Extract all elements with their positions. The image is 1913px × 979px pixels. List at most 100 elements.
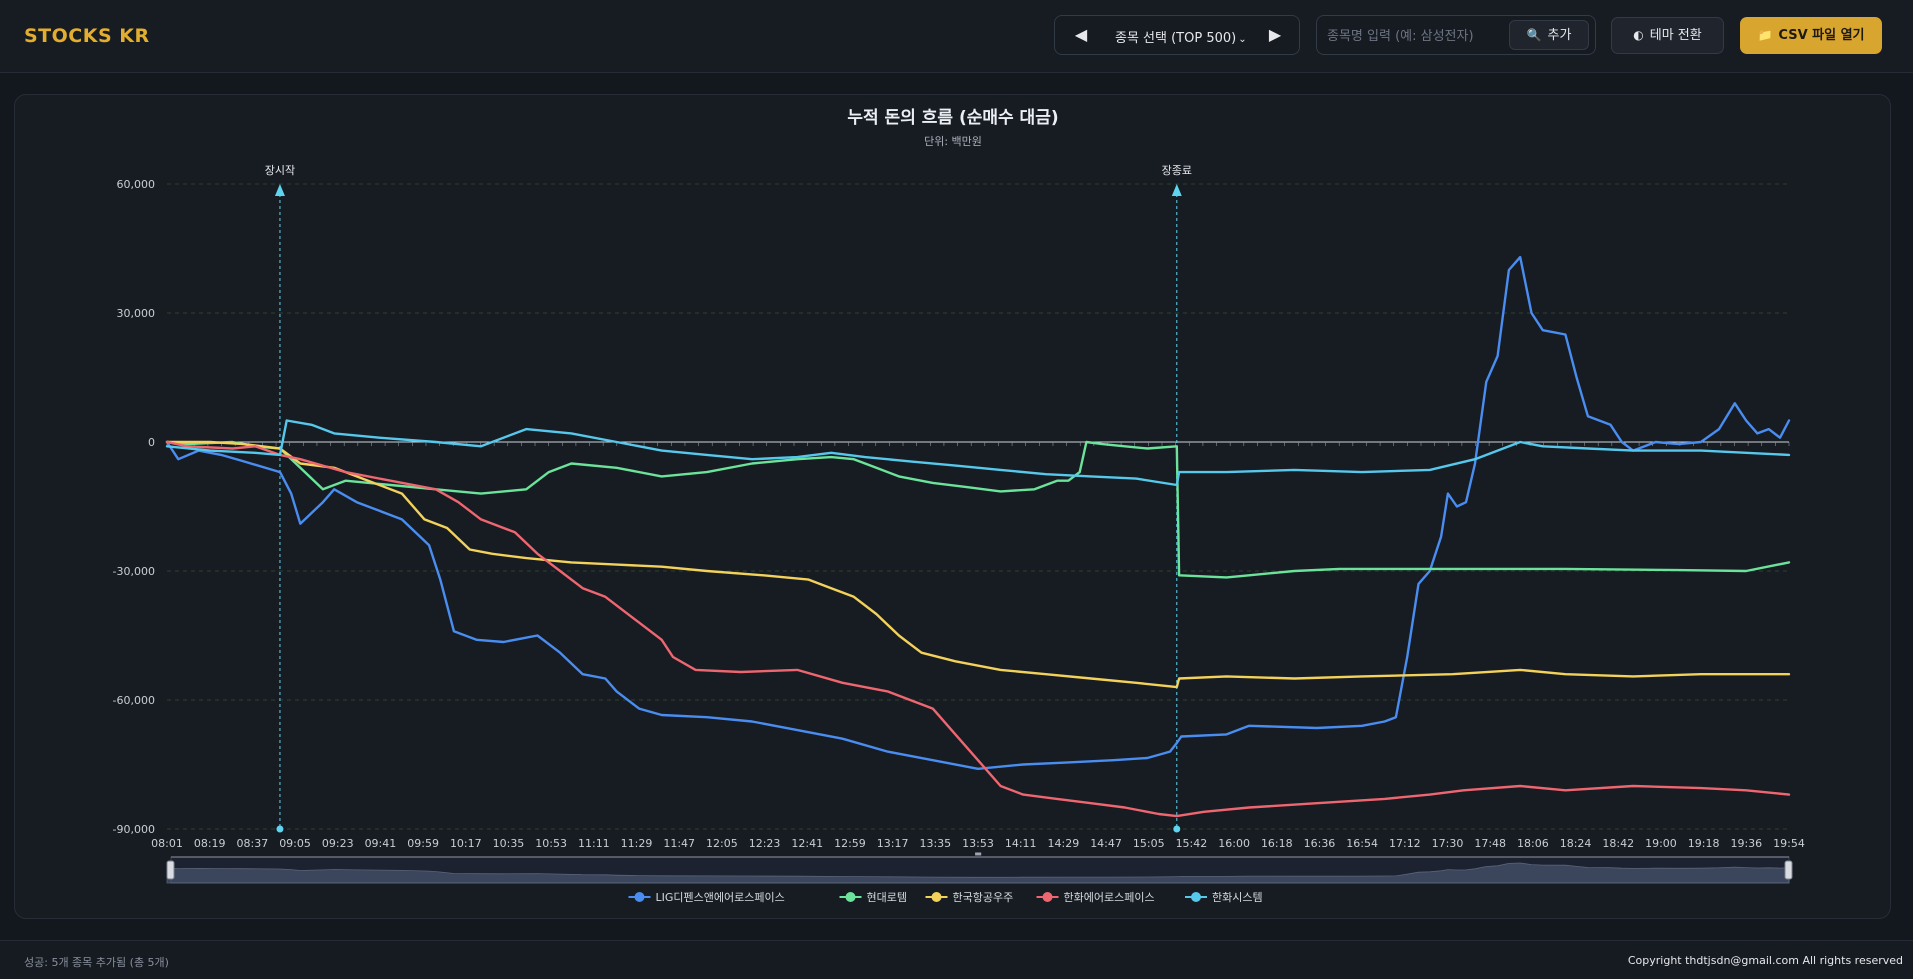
x-tick-label: 09:59 — [407, 837, 439, 850]
x-tick-label: 14:11 — [1005, 837, 1037, 850]
x-tick-label: 18:06 — [1517, 837, 1549, 850]
x-tick-label: 16:54 — [1346, 837, 1378, 850]
stock-search-input[interactable] — [1325, 21, 1507, 51]
x-tick-label: 16:00 — [1218, 837, 1250, 850]
event-marker-label: 장종료 — [1162, 164, 1192, 177]
series-line — [165, 440, 1791, 689]
x-tick-label: 08:37 — [237, 837, 269, 850]
event-marker-label: 장시작 — [265, 164, 295, 177]
y-tick-label: 60,000 — [117, 178, 156, 191]
add-stock-button[interactable]: 🔍 추가 — [1509, 20, 1589, 50]
theme-toggle-button[interactable]: ◐ 테마 전환 — [1611, 17, 1724, 54]
x-tick-label: 17:30 — [1432, 837, 1464, 850]
legend-label: 현대로템 — [867, 891, 907, 904]
chart-card: 누적 돈의 흐름 (순매수 대금) 단위: 백만원 60,000 30,000 0 -30… — [14, 94, 1891, 919]
legend-dot — [634, 892, 645, 902]
zoom-slider-preview — [166, 862, 1790, 884]
x-tick-label: 19:36 — [1730, 837, 1762, 850]
stock-select-label: 종목 선택 (TOP 500) — [1115, 31, 1237, 46]
legend-item[interactable]: 한국항공우주 — [925, 891, 1014, 904]
event-marker-arrow — [1171, 184, 1182, 196]
theme-icon: ◐ — [1633, 28, 1644, 42]
x-tick-label: 08:01 — [151, 837, 183, 850]
stock-search-group: 🔍 추가 — [1316, 15, 1596, 55]
x-tick-label: 12:41 — [791, 837, 823, 850]
series-line — [165, 440, 1791, 818]
series-line — [165, 419, 1791, 487]
stock-navigator: ◀ 종목 선택 (TOP 500) ⌄ ▶ — [1054, 15, 1300, 55]
x-tick-label: 16:36 — [1304, 837, 1336, 850]
x-tick-label: 14:47 — [1090, 837, 1122, 850]
x-tick-label: 17:12 — [1389, 837, 1421, 850]
series-line — [165, 255, 1791, 770]
next-stock-button[interactable]: ▶ — [1268, 25, 1282, 44]
x-tick-label: 13:35 — [919, 837, 951, 850]
zoom-slider-handle[interactable] — [1784, 860, 1793, 880]
legend-dot — [1191, 892, 1201, 902]
x-tick-label: 16:18 — [1261, 837, 1293, 850]
open-csv-button[interactable]: 📁 CSV 파일 열기 — [1740, 17, 1882, 54]
x-tick-label: 15:05 — [1133, 837, 1165, 850]
x-tick-label: 12:59 — [834, 837, 866, 850]
csv-button-label: CSV 파일 열기 — [1778, 28, 1865, 43]
legend-item[interactable]: 한화시스템 — [1185, 891, 1263, 904]
y-tick-label: 30,000 — [117, 307, 156, 320]
x-tick-label: 14:29 — [1048, 837, 1080, 850]
copyright-text: Copyright thdtjsdn@gmail.com All rights … — [1627, 954, 1903, 967]
x-tick-label: 19:54 — [1773, 837, 1805, 850]
x-tick-label: 10:17 — [450, 837, 482, 850]
legend-item[interactable]: 현대로템 — [839, 891, 907, 904]
legend-dot — [931, 892, 942, 902]
chart-subtitle: 단위: 백만원 — [924, 135, 982, 148]
folder-icon: 📁 — [1757, 28, 1773, 42]
zoom-grip-icon[interactable]: ▬ — [974, 849, 982, 858]
x-tick-label: 08:19 — [194, 837, 226, 850]
x-tick-label: 11:11 — [578, 837, 610, 850]
stock-select-dropdown[interactable]: 종목 선택 (TOP 500) ⌄ — [1115, 27, 1247, 46]
status-message: 성공: 5개 종목 추가됨 (총 5개) — [24, 956, 169, 969]
x-tick-label: 18:42 — [1602, 837, 1634, 850]
legend-item[interactable]: LIG디펜스앤에어로스페이스 — [628, 891, 785, 904]
legend-dot — [1042, 892, 1053, 902]
series-line — [165, 440, 1791, 579]
x-tick-label: 13:53 — [962, 837, 994, 850]
app-logo: STOCKS KR — [24, 25, 150, 47]
prev-stock-button[interactable]: ◀ — [1074, 25, 1088, 44]
legend-label: 한화에어로스페이스 — [1064, 891, 1155, 904]
x-tick-label: 13:17 — [877, 837, 909, 850]
x-tick-label: 17:48 — [1474, 837, 1506, 850]
cumulative-flow-chart: 누적 돈의 흐름 (순매수 대금) 단위: 백만원 60,000 30,000 0 -30… — [113, 108, 1805, 904]
x-tick-label: 09:05 — [279, 837, 311, 850]
y-tick-label: 0 — [148, 436, 155, 449]
legend-label: 한화시스템 — [1212, 891, 1263, 904]
x-tick-label: 19:00 — [1645, 837, 1677, 850]
chevron-down-icon: ⌄ — [1238, 34, 1247, 45]
legend-label: LIG디펜스앤에어로스페이스 — [656, 891, 785, 904]
top-bar: STOCKS KR ◀ 종목 선택 (TOP 500)⌄ ▶ 🔍 추가 ◐ 테마 전… — [0, 0, 1913, 73]
add-button-label: 추가 — [1547, 28, 1572, 43]
status-bar: 성공: 5개 종목 추가됨 (총 5개) Copyright thdtjsdn@… — [0, 940, 1913, 979]
x-tick-label: 09:41 — [365, 837, 397, 850]
event-marker-dot — [1173, 825, 1181, 833]
x-tick-label: 12:05 — [706, 837, 738, 850]
x-tick-label: 12:23 — [749, 837, 781, 850]
x-tick-label: 11:29 — [621, 837, 653, 850]
legend-label: 한국항공우주 — [953, 891, 1014, 904]
event-marker-dot — [276, 825, 284, 833]
x-tick-label: 15:42 — [1176, 837, 1208, 850]
x-tick-label: 11:47 — [663, 837, 695, 850]
y-tick-label: -60,000 — [113, 694, 155, 707]
y-tick-label: -30,000 — [113, 565, 155, 578]
theme-button-label: 테마 전환 — [1649, 28, 1702, 43]
zoom-slider-handle[interactable] — [166, 860, 175, 880]
event-marker-arrow — [274, 184, 285, 196]
x-tick-label: 09:23 — [322, 837, 354, 850]
x-tick-label: 18:24 — [1560, 837, 1592, 850]
x-tick-label: 10:53 — [535, 837, 567, 850]
y-tick-label: -90,000 — [113, 823, 155, 836]
search-icon: 🔍 — [1526, 28, 1542, 42]
legend-dot — [845, 892, 856, 902]
chart-title: 누적 돈의 흐름 (순매수 대금) — [847, 108, 1058, 128]
x-tick-label: 19:18 — [1688, 837, 1720, 850]
legend-item[interactable]: 한화에어로스페이스 — [1036, 891, 1155, 904]
